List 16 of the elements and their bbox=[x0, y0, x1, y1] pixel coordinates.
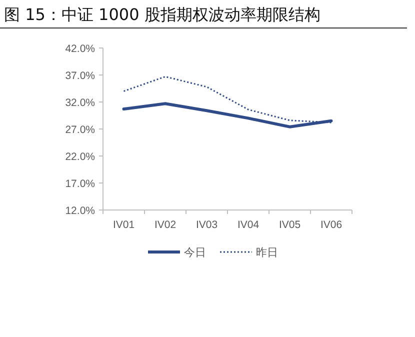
x-tick-label: IV06 bbox=[320, 219, 342, 231]
legend-label: 昨日 bbox=[256, 246, 278, 259]
legend-label: 今日 bbox=[184, 246, 206, 259]
x-tick-label: IV04 bbox=[237, 219, 260, 231]
x-tick-label: IV01 bbox=[112, 219, 135, 231]
chart-title: 图 15：中证 1000 股指期权波动率期限结构 bbox=[4, 5, 320, 24]
y-tick-label: 27.0% bbox=[65, 124, 95, 136]
y-tick-label: 32.0% bbox=[65, 97, 95, 109]
y-tick-label: 12.0% bbox=[65, 205, 95, 217]
x-tick-label: IV03 bbox=[196, 219, 218, 231]
y-tick-label: 42.0% bbox=[65, 43, 95, 55]
y-tick-label: 37.0% bbox=[65, 70, 95, 82]
y-tick-label: 17.0% bbox=[65, 178, 95, 190]
y-tick-label: 22.0% bbox=[65, 151, 95, 163]
x-tick-label: IV05 bbox=[278, 219, 301, 231]
x-tick-label: IV02 bbox=[154, 219, 176, 231]
